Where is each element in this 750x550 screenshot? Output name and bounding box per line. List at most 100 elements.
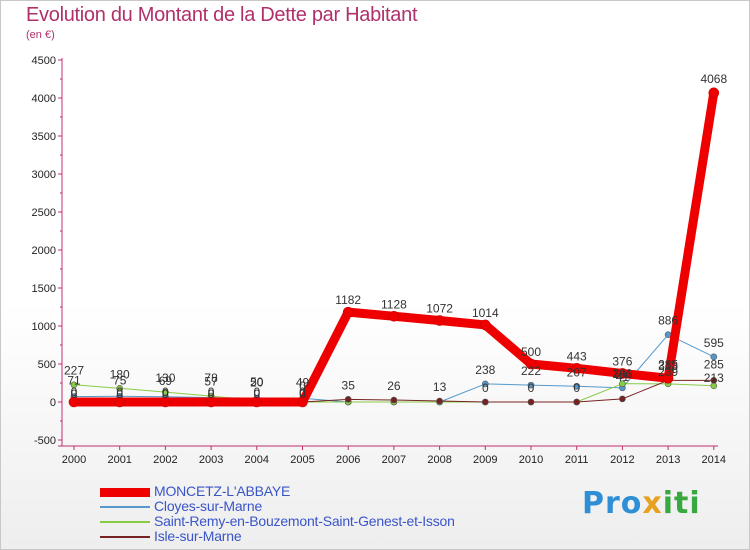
data-label: 1014 <box>472 306 499 320</box>
legend-item: Cloyes-sur-Marne <box>100 499 570 514</box>
data-label: 71 <box>67 374 81 388</box>
x-tick-label: 2013 <box>656 454 680 466</box>
data-label: 1182 <box>335 293 361 307</box>
data-label: 0 <box>162 387 169 401</box>
x-tick-label: 2007 <box>382 454 406 466</box>
legend-label: Isle-sur-Marne <box>154 528 242 544</box>
data-point <box>160 396 171 408</box>
data-label: 239 <box>658 365 678 379</box>
data-point <box>479 319 491 331</box>
data-label: 57 <box>204 375 218 389</box>
y-tick-label: 3000 <box>32 169 56 181</box>
data-label: 0 <box>299 379 306 393</box>
data-label: 207 <box>567 365 587 379</box>
legend-swatch <box>100 521 150 523</box>
data-point <box>297 396 308 408</box>
chart-legend: MONCETZ-L'ABBAYE Cloyes-sur-Marne Saint-Re… <box>100 484 570 544</box>
x-tick-label: 2000 <box>62 454 86 466</box>
data-label: 186 <box>612 367 632 381</box>
data-label: 500 <box>521 345 541 359</box>
x-tick-label: 2006 <box>336 454 360 466</box>
data-point <box>662 372 674 384</box>
legend-label: Saint-Remy-en-Bouzemont-Saint-Genest-et-… <box>154 513 455 529</box>
data-label: 213 <box>704 371 724 385</box>
data-point <box>436 397 443 405</box>
data-point <box>573 398 581 406</box>
x-tick-label: 2011 <box>565 454 589 466</box>
x-tick-label: 2012 <box>610 454 634 466</box>
data-point <box>114 396 125 408</box>
y-tick-label: 500 <box>38 359 56 371</box>
y-tick-label: 4500 <box>32 55 56 67</box>
legend-label: MONCETZ-L'ABBAYE <box>154 483 291 499</box>
data-label: 0 <box>253 387 260 401</box>
data-point <box>388 310 400 322</box>
data-point <box>619 380 626 387</box>
data-label: 50 <box>250 375 264 389</box>
data-point <box>710 353 718 361</box>
legend-item: MONCETZ-L'ABBAYE <box>100 484 570 499</box>
data-label: 285 <box>704 357 724 371</box>
data-label: 0 <box>116 387 123 401</box>
data-label: 222 <box>521 364 541 378</box>
legend-item: Saint-Remy-en-Bouzemont-Saint-Genest-et-… <box>100 514 570 529</box>
data-label: 0 <box>71 385 78 399</box>
data-label: 69 <box>159 374 173 388</box>
x-tick-label: 2005 <box>290 454 314 466</box>
data-point <box>710 377 718 384</box>
chart-subtitle: (en €) <box>26 29 55 41</box>
data-label: 78 <box>204 371 218 385</box>
data-point <box>525 358 537 370</box>
data-point <box>205 396 217 408</box>
data-label: 241 <box>612 367 632 381</box>
legend-item: Isle-sur-Marne <box>100 529 570 544</box>
data-label: 0 <box>482 381 489 395</box>
x-tick-label: 2003 <box>199 454 223 466</box>
data-label: 41 <box>616 370 630 384</box>
data-label: 595 <box>704 336 724 350</box>
data-label: 20 <box>250 375 264 389</box>
data-label: 0 <box>573 381 580 395</box>
data-label: 180 <box>110 367 130 381</box>
data-point <box>573 382 581 390</box>
chart-title: Evolution du Montant de la Dette par Hab… <box>26 4 418 26</box>
y-tick-label: 2500 <box>32 207 56 219</box>
data-label: 0 <box>116 385 123 399</box>
data-label: 285 <box>658 357 678 371</box>
data-point <box>481 380 489 388</box>
data-label: 130 <box>155 371 175 385</box>
x-tick-label: 2008 <box>427 454 451 466</box>
data-label: 1128 <box>381 297 407 311</box>
data-label: 4068 <box>700 72 727 86</box>
data-label: 0 <box>162 385 169 399</box>
x-tick-label: 2014 <box>702 454 726 466</box>
data-label: 886 <box>658 314 678 328</box>
data-point <box>162 388 169 396</box>
data-point <box>481 398 489 406</box>
data-point <box>527 398 535 406</box>
data-label: 13 <box>433 380 447 394</box>
x-tick-label: 2009 <box>473 454 497 466</box>
data-point <box>70 381 78 389</box>
data-label: 0 <box>299 385 306 399</box>
x-tick-label: 2002 <box>153 454 177 466</box>
data-point <box>68 396 80 408</box>
data-label: 0 <box>528 381 535 395</box>
y-tick-label: 0 <box>50 397 56 409</box>
data-label: 443 <box>567 349 587 363</box>
data-label: 35 <box>342 378 356 392</box>
data-point <box>390 396 398 404</box>
data-label: 376 <box>612 354 632 368</box>
legend-swatch <box>100 487 150 497</box>
data-point <box>251 396 263 408</box>
x-tick-label: 2004 <box>245 454 269 466</box>
y-tick-label: -500 <box>34 435 56 447</box>
y-tick-label: 1500 <box>32 283 56 295</box>
data-label: 75 <box>113 373 127 387</box>
proxiti-logo: Proxiti <box>582 486 701 521</box>
legend-swatch <box>100 506 150 508</box>
x-tick-label: 2001 <box>107 454 131 466</box>
data-point <box>708 87 720 99</box>
data-point <box>344 396 352 403</box>
